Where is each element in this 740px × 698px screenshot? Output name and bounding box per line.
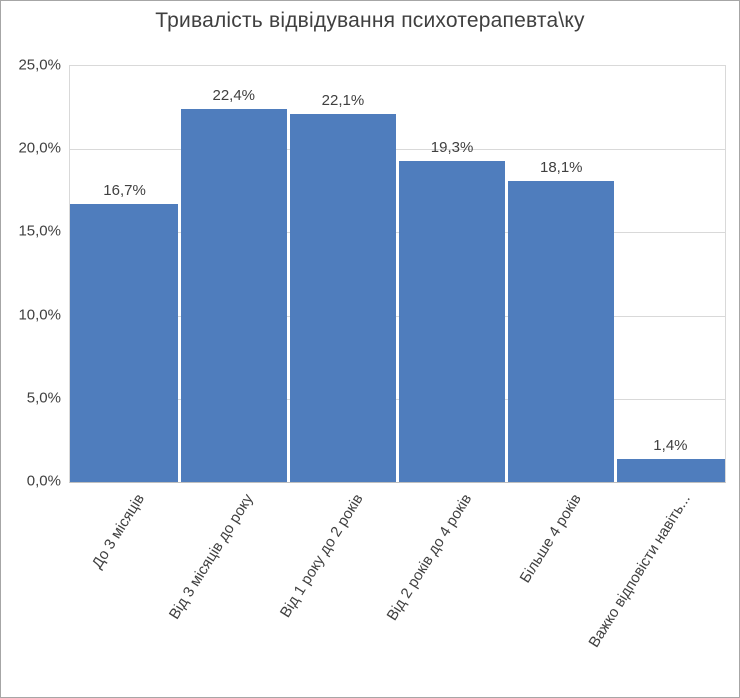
x-category-label: Більше 4 років (516, 491, 585, 586)
chart-title: Тривалість відвідування психотерапевта\к… (155, 9, 585, 32)
x-category-label: Від 1 року до 2 років (276, 491, 367, 621)
gridline (70, 398, 725, 400)
gridline (70, 232, 725, 234)
gridline (70, 315, 725, 317)
x-category-label: До 3 місяців (88, 491, 149, 572)
plot-area: 16,7% 22,4% 22,1% 19,3% 18,1% 1,4% (69, 65, 726, 483)
bar (617, 458, 725, 482)
bar (70, 204, 178, 482)
y-tick-label: 0,0% (26, 472, 61, 490)
bar-value-label: 16,7% (103, 182, 146, 200)
y-tick-label: 5,0% (26, 389, 61, 407)
bar (289, 114, 396, 482)
bar (180, 109, 287, 482)
x-category-label: Від 2 років до 4 років (383, 491, 476, 624)
x-category-label: Від 3 місяців до року (166, 491, 258, 623)
y-tick-label: 15,0% (18, 222, 61, 240)
bar-value-label: 18,1% (539, 158, 583, 176)
y-tick-label: 25,0% (18, 56, 61, 74)
x-category-label: Важко відповісти навіть... (585, 491, 694, 651)
bar-value-label: 1,4% (653, 436, 688, 454)
bar-value-label: 19,3% (430, 138, 474, 156)
gridline (70, 149, 725, 151)
y-tick-label: 10,0% (18, 306, 61, 324)
bar-value-label: 22,4% (212, 87, 256, 105)
bar (508, 180, 615, 482)
y-tick-label: 20,0% (18, 139, 61, 157)
bar-value-label: 22,1% (321, 92, 365, 110)
bar (399, 160, 506, 482)
